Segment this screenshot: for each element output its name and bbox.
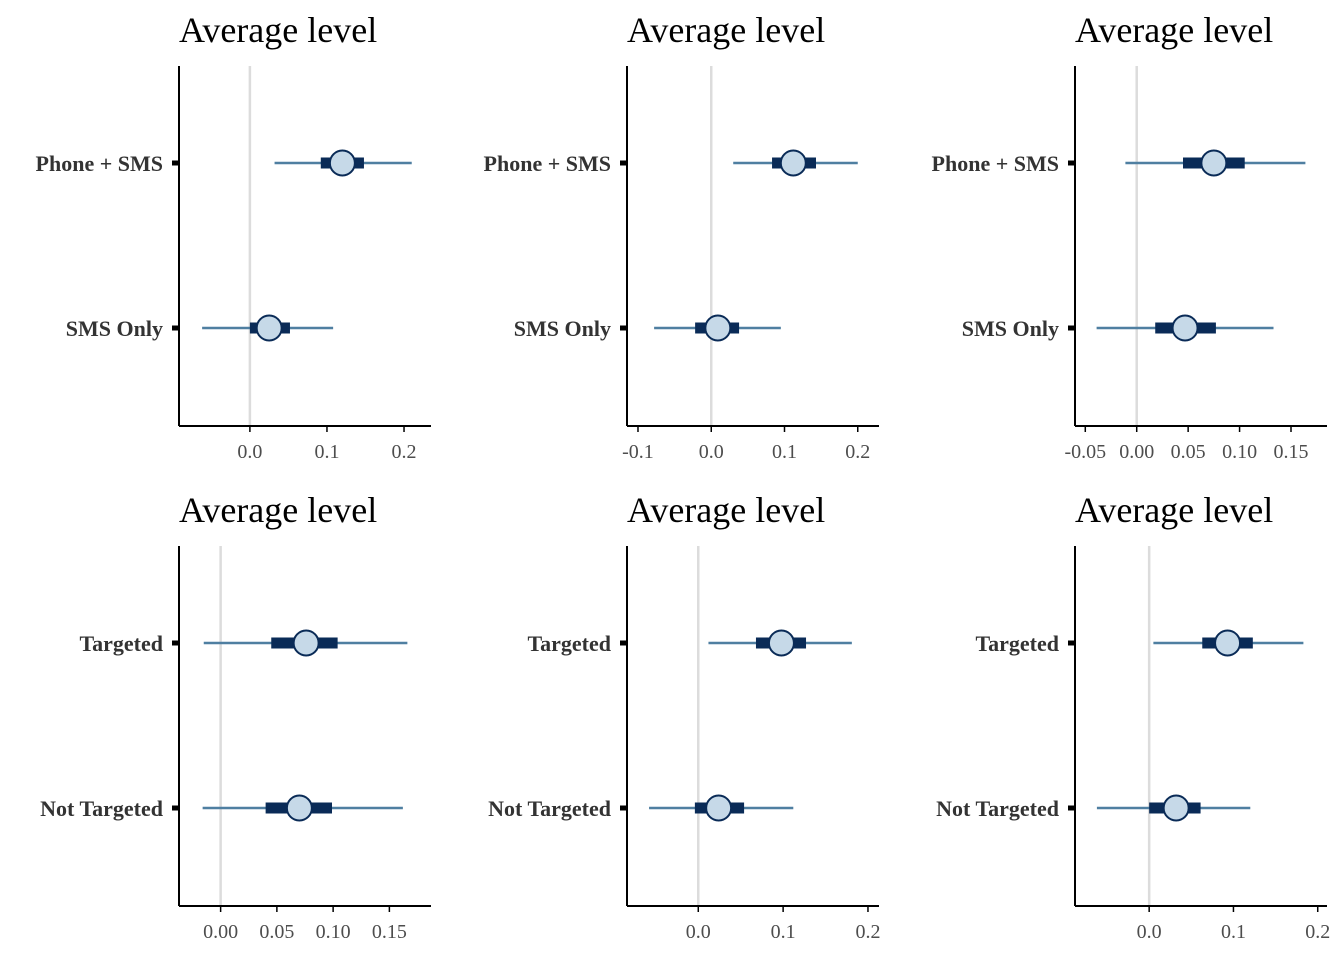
point-estimate: [1171, 314, 1199, 342]
chart-title: Average level: [1075, 490, 1273, 530]
x-tick-label: 0.10: [1222, 441, 1257, 463]
chart-title: Average level: [179, 490, 377, 530]
point-estimate: [767, 629, 795, 657]
chart-panel-1: Average level 0.0 0.1 0.2 Phone + SMS SMS Onl…: [36, 10, 431, 463]
chart-panel-2: Average level -0.1 0.0 0.1 0.2 Phone + SMS SMS…: [484, 10, 879, 463]
point-estimate: [328, 149, 356, 177]
category-label: Phone + SMS: [484, 151, 611, 176]
x-tick-label: 0.1: [772, 441, 797, 463]
point-estimate: [704, 314, 732, 342]
point-estimate: [1200, 149, 1228, 177]
point-estimate: [1162, 794, 1190, 822]
x-tick-label: 0.2: [392, 441, 417, 463]
x-tick-label: 0.05: [1171, 441, 1206, 463]
chart-title: Average level: [1075, 10, 1273, 50]
chart-panel-3: Average level -0.05 0.00 0.05 0.10 0.15 Phone …: [932, 10, 1327, 463]
x-tick-label: 0.00: [203, 921, 238, 943]
category-label: SMS Only: [66, 316, 163, 341]
x-tick-label: 0.1: [1221, 921, 1246, 943]
x-tick-label: 0.05: [259, 921, 294, 943]
x-tick-label: 0.0: [686, 921, 711, 943]
chart-panel-6: Average level 0.0 0.1 0.2 Targeted Not Target…: [936, 490, 1330, 943]
x-tick-label: 0.2: [845, 441, 870, 463]
category-label: Phone + SMS: [36, 151, 163, 176]
x-tick-label: 0.00: [1119, 441, 1154, 463]
category-label: Phone + SMS: [932, 151, 1059, 176]
category-label: Not Targeted: [40, 796, 163, 821]
category-label: Targeted: [527, 631, 611, 656]
x-tick-label: 0.10: [316, 921, 351, 943]
point-estimate: [292, 629, 320, 657]
x-tick-label: 0.15: [372, 921, 407, 943]
x-tick-label: 0.1: [771, 921, 796, 943]
x-tick-label: -0.1: [622, 441, 654, 463]
x-tick-label: 0.15: [1274, 441, 1309, 463]
category-label: Not Targeted: [488, 796, 611, 821]
category-label: Targeted: [975, 631, 1059, 656]
point-estimate: [779, 149, 807, 177]
category-label: SMS Only: [962, 316, 1059, 341]
x-tick-label: -0.05: [1064, 441, 1106, 463]
point-estimate: [705, 794, 733, 822]
x-tick-label: 0.0: [699, 441, 724, 463]
category-label: Not Targeted: [936, 796, 1059, 821]
point-estimate: [285, 794, 313, 822]
category-label: SMS Only: [514, 316, 611, 341]
x-tick-label: 0.2: [1305, 921, 1330, 943]
chart-panel-5: Average level 0.0 0.1 0.2 Targeted Not Target…: [488, 490, 880, 943]
x-tick-label: 0.2: [855, 921, 880, 943]
x-tick-label: 0.0: [1137, 921, 1162, 943]
chart-title: Average level: [627, 10, 825, 50]
point-estimate: [1214, 629, 1242, 657]
category-label: Targeted: [79, 631, 163, 656]
chart-title: Average level: [179, 10, 377, 50]
point-estimate: [255, 314, 283, 342]
chart-title: Average level: [627, 490, 825, 530]
x-tick-label: 0.0: [237, 441, 262, 463]
x-tick-label: 0.1: [314, 441, 339, 463]
chart-panel-4: Average level 0.00 0.05 0.10 0.15 Targeted Not…: [40, 490, 431, 943]
